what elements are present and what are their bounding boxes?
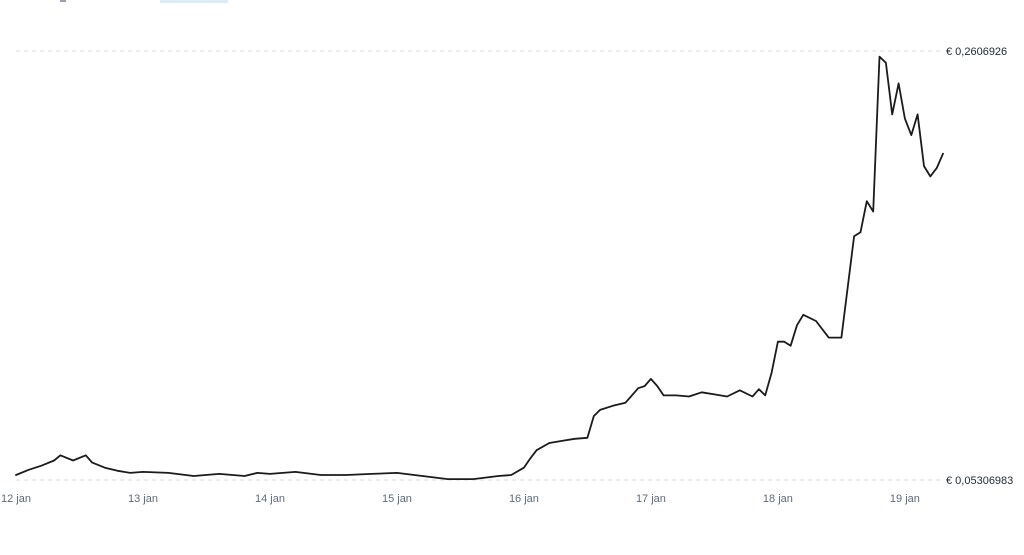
header-dash: [60, 0, 66, 2]
x-tick-label: 17 jan: [636, 493, 666, 505]
grid-layer: [16, 50, 940, 481]
x-tick-label: 13 jan: [128, 493, 158, 505]
label-layer: € 0,2606926 € 0,05306983 12 jan 13 jan 14 ja…: [1, 46, 1013, 505]
x-tick-label: 12 jan: [1, 493, 31, 505]
x-tick-label: 18 jan: [763, 493, 793, 505]
price-line: [15, 55, 944, 481]
price-label-max: € 0,2606926: [946, 46, 1007, 58]
series-layer: [15, 55, 944, 481]
header-tab-indicator: [160, 0, 228, 3]
x-tick-label: 19 jan: [890, 493, 920, 505]
x-tick-label: 14 jan: [255, 493, 285, 505]
price-label-min: € 0,05306983: [946, 475, 1013, 487]
x-tick-label: 15 jan: [382, 493, 412, 505]
x-tick-label: 16 jan: [509, 493, 539, 505]
